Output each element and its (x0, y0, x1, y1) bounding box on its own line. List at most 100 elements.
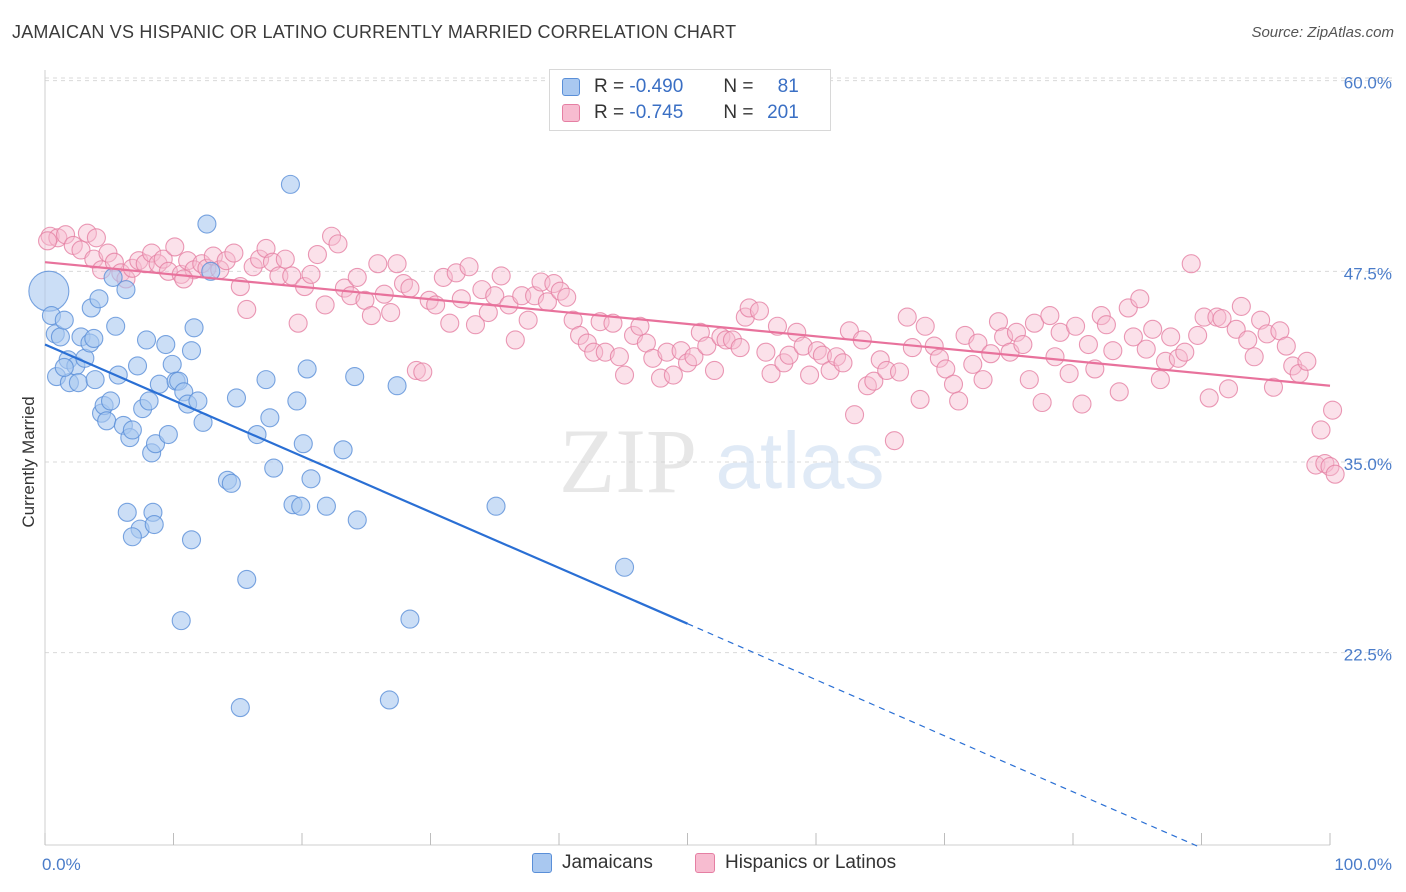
jamaican-point (291, 496, 311, 516)
hispanic-point (1325, 464, 1345, 484)
hispanic-point (465, 315, 486, 335)
hispanic-point (451, 289, 471, 309)
hispanic-point (491, 266, 511, 286)
hispanic-point (609, 347, 629, 367)
jamaican-point (260, 408, 280, 428)
hispanic-point (142, 243, 162, 263)
jamaican-point (156, 334, 176, 355)
jamaican-point (162, 354, 182, 374)
hispanic-point (1283, 356, 1303, 376)
hispanic-point (433, 267, 453, 287)
jamaican-point (280, 174, 300, 194)
hispanic-point (1019, 370, 1039, 390)
hispanic-point (505, 330, 525, 350)
legend-n-value: 201 (767, 102, 799, 123)
hispanic-point (1024, 313, 1044, 333)
jamaican-point (68, 373, 88, 393)
legend-swatch-blue (562, 78, 580, 96)
hispanic-point (1045, 347, 1065, 367)
jamaican-point (158, 424, 178, 445)
hispanic-point (1297, 351, 1317, 371)
hispanic-point (1103, 341, 1123, 361)
hispanic-point (889, 362, 910, 382)
y-tick-label: 22.5% (1344, 646, 1392, 665)
hispanic-point (1032, 392, 1052, 413)
hispanic-point (800, 365, 820, 385)
hispanic-point (1212, 309, 1232, 329)
jamaican-point (117, 502, 137, 522)
hispanic-point (1013, 334, 1033, 355)
hispanic-point (1175, 342, 1195, 362)
legend-r-label: R = (594, 76, 625, 97)
hispanic-point (1244, 347, 1264, 367)
hispanic-point (307, 245, 327, 265)
jamaican-point (127, 356, 148, 376)
hispanic-point (288, 313, 308, 333)
hispanic-point (368, 254, 388, 274)
jamaican-point (106, 316, 126, 336)
hispanic-point (793, 336, 813, 356)
hispanic-point (153, 249, 173, 269)
legend-swatch-pink (562, 104, 580, 122)
jamaican-point (122, 527, 142, 547)
jamaican-point (347, 510, 367, 530)
hispanic-point (1323, 400, 1343, 420)
jamaican-trend-extension (687, 623, 1202, 849)
jamaican-point (54, 310, 74, 330)
hispanic-point (988, 312, 1009, 332)
hispanic-point (973, 370, 993, 390)
hispanic-point (844, 405, 865, 425)
legend-row-hispanics: R = -0.745 N = 201 (562, 101, 799, 125)
jamaican-point (50, 327, 70, 347)
hispanic-point (735, 307, 755, 327)
hispanic-point (1143, 319, 1163, 339)
hispanic-point (1161, 327, 1181, 347)
hispanic-point (1123, 327, 1143, 347)
hispanic-point (657, 342, 677, 362)
series-legend: Jamaicans Hispanics or Latinos (0, 852, 1406, 878)
legend-swatch-hispanics (695, 853, 715, 873)
hispanic-point (943, 374, 964, 394)
hispanic-point (584, 342, 604, 362)
hispanic-point (697, 336, 717, 356)
hispanic-point (910, 389, 930, 410)
jamaican-point (100, 391, 121, 411)
hispanic-point (730, 338, 750, 358)
jamaican-point (226, 388, 247, 408)
jamaican-point (297, 359, 317, 379)
hispanic-point (1059, 363, 1079, 384)
hispanic-point (722, 330, 743, 350)
jamaican-point (171, 611, 191, 631)
hispanic-point (897, 307, 917, 327)
hispanic-point (328, 234, 348, 254)
hispanic-point (761, 363, 781, 384)
hispanic-point (216, 251, 236, 271)
legend-n-value: 81 (777, 76, 799, 97)
hispanic-point (361, 306, 381, 326)
hispanic-point (1181, 254, 1201, 274)
jamaican-point (136, 330, 157, 350)
hispanic-point (684, 347, 704, 367)
hispanic-point (381, 302, 401, 323)
jamaican-point (181, 341, 202, 361)
jamaican-point (145, 434, 166, 454)
jamaican-point (54, 357, 74, 377)
hispanic-point (1072, 394, 1092, 414)
legend-r-value: -0.490 (629, 76, 684, 97)
jamaican-point (97, 411, 117, 431)
jamaican-point (89, 289, 109, 309)
hispanic-point (387, 254, 407, 274)
hispanic-point (38, 231, 58, 251)
hispanic-point (663, 365, 683, 385)
hispanic-point (84, 249, 104, 269)
x-tick-label-max: 100.0% (1334, 855, 1392, 874)
legend-r-value: -0.745 (629, 102, 684, 123)
jamaican-point (116, 280, 136, 300)
jamaican-point (122, 420, 142, 440)
hispanic-point (243, 257, 263, 277)
jamaican-point (184, 318, 204, 338)
hispanic-point (459, 257, 479, 277)
jamaican-points (28, 174, 635, 718)
hispanic-point (1231, 296, 1251, 316)
hispanic-point (557, 287, 577, 307)
